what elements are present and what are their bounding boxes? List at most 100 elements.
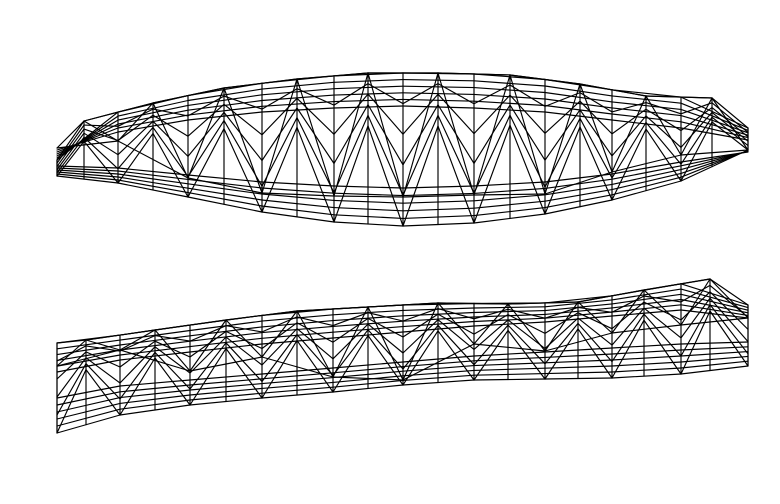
web-diagonal-member (473, 124, 511, 224)
web-diagonal-member (56, 351, 87, 380)
web-diagonal-member (544, 301, 579, 304)
lower-layer-member (473, 367, 546, 371)
web-diagonal-member (296, 126, 335, 223)
web-diagonal-member (83, 132, 119, 156)
lower-layer-member (611, 367, 682, 373)
web-diagonal-member (152, 114, 189, 137)
web-diagonal-member (611, 313, 645, 363)
lower-layer-member (261, 193, 335, 201)
lower-layer-member (56, 171, 119, 178)
web-diagonal-member (611, 108, 647, 135)
web-diagonal-member (83, 120, 119, 142)
web-diagonal-member (402, 324, 439, 370)
web-diagonal-member (473, 114, 511, 194)
web-diagonal-member (154, 357, 191, 406)
web-diagonal-member (507, 329, 546, 380)
web-diagonal-member (261, 322, 298, 350)
web-diagonal-member (402, 319, 439, 354)
web-diagonal-member (645, 95, 682, 156)
web-diagonal-member (507, 324, 546, 365)
web-diagonal-member (367, 312, 404, 322)
web-diagonal-member (437, 72, 475, 196)
web-diagonal-member (579, 83, 613, 173)
web-diagonal-member (223, 111, 263, 162)
web-diagonal-member (509, 94, 546, 134)
web-diagonal-member (223, 103, 263, 136)
web-diagonal-member (367, 125, 404, 227)
web-diagonal-member (611, 115, 647, 157)
upper-layer-member (544, 104, 613, 115)
upper-layer-member (261, 88, 335, 96)
web-diagonal-member (643, 283, 682, 291)
web-diagonal-member (544, 100, 581, 134)
web-diagonal-member (332, 329, 369, 376)
web-diagonal-member (643, 295, 682, 303)
upper-layer-member (56, 349, 121, 361)
web-diagonal-member (261, 97, 298, 136)
bottom-chord-member (187, 177, 263, 194)
web-diagonal-member (152, 108, 189, 117)
upper-layer-member (56, 115, 119, 159)
web-diagonal-member (611, 102, 647, 113)
web-diagonal-member (709, 291, 749, 330)
web-diagonal-member (402, 114, 439, 196)
web-diagonal-member (56, 132, 85, 171)
web-diagonal-member (367, 72, 404, 198)
web-diagonal-member (261, 88, 298, 110)
web-diagonal-member (611, 95, 647, 173)
web-diagonal-member (85, 351, 121, 368)
web-diagonal-member (56, 363, 87, 416)
web-diagonal-member (56, 357, 87, 398)
web-diagonal-member (507, 303, 546, 352)
web-diagonal-member (189, 319, 227, 372)
web-diagonal-member (56, 124, 85, 164)
web-diagonal-member (680, 278, 711, 285)
web-diagonal-member (645, 95, 682, 98)
lower-layer-member (56, 391, 121, 406)
web-diagonal-member (296, 310, 334, 378)
lower-layer-member (544, 183, 613, 196)
web-diagonal-member (152, 95, 189, 104)
web-diagonal-member (225, 342, 263, 383)
web-diagonal-member (333, 72, 369, 77)
web-diagonal-member (367, 304, 404, 308)
upper-layer-member (680, 121, 749, 139)
web-diagonal-member (680, 111, 713, 148)
upper-layer-member (56, 339, 121, 350)
upper-layer-member (680, 298, 749, 314)
web-diagonal-member (117, 102, 154, 142)
web-diagonal-member (473, 303, 509, 345)
lower-layer-member (473, 373, 546, 376)
web-diagonal-member (296, 88, 335, 106)
web-diagonal-member (296, 97, 335, 135)
web-diagonal-member (473, 329, 509, 381)
upper-layer-member (611, 288, 682, 301)
web-diagonal-member (680, 102, 713, 115)
web-diagonal-member (117, 126, 154, 170)
web-diagonal-member (680, 291, 711, 321)
web-diagonal-member (680, 96, 713, 99)
web-diagonal-member (56, 140, 85, 177)
upper-layer-member (611, 309, 682, 317)
web-diagonal-member (544, 322, 579, 365)
upper-layer-member (680, 283, 749, 306)
web-diagonal-member (119, 335, 156, 352)
lower-layer-member (261, 211, 335, 223)
web-diagonal-member (473, 302, 509, 305)
web-diagonal-member (509, 74, 546, 81)
lower-layer-member (544, 194, 613, 209)
upper-layer-member (680, 102, 749, 131)
web-diagonal-member (333, 93, 369, 135)
web-diagonal-member (680, 304, 711, 357)
web-diagonal-member (577, 317, 613, 346)
upper-layer-member (611, 293, 682, 305)
web-diagonal-member (507, 308, 546, 319)
web-diagonal-member (332, 334, 369, 393)
web-diagonal-member (56, 339, 87, 367)
web-diagonal-member (261, 328, 298, 366)
web-diagonal-member (367, 329, 404, 370)
lower-layer-member (544, 199, 613, 215)
lower-layer-member (473, 378, 546, 381)
web-diagonal-member (473, 324, 509, 366)
web-diagonal-member (83, 140, 119, 184)
